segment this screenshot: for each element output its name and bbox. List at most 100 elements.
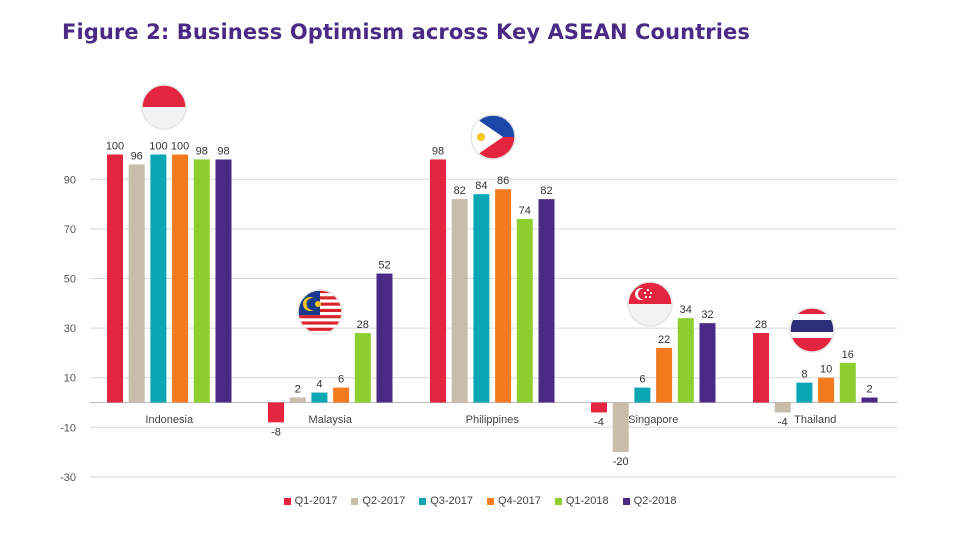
singapore-flag-icon <box>628 282 672 326</box>
flag-border <box>141 84 187 130</box>
data-label: 98 <box>217 145 229 157</box>
category-label-philippines: Philippines <box>466 414 520 426</box>
data-label: 6 <box>338 374 344 386</box>
data-label: 28 <box>755 319 767 331</box>
bar-malaysia-q3-2017 <box>311 392 328 403</box>
bar-thailand-q2-2018 <box>861 397 878 403</box>
legend-item: Q1-2018 <box>554 495 609 507</box>
flag-border <box>470 114 516 160</box>
bar-malaysia-q1-2018 <box>354 333 371 403</box>
legend-item: Q1-2017 <box>283 495 338 507</box>
data-label: 4 <box>316 379 322 391</box>
data-label: 8 <box>801 369 807 381</box>
philippines-flag-icon <box>471 115 515 159</box>
bar-singapore-q2-2017 <box>612 402 629 453</box>
legend-label: Q1-2017 <box>294 495 338 507</box>
flag-border <box>297 289 343 335</box>
legend-swatch <box>283 497 291 505</box>
legend-item: Q2-2017 <box>351 495 405 507</box>
y-tick-label: -10 <box>60 422 76 434</box>
bar-thailand-q1-2018 <box>839 362 856 403</box>
data-label: 52 <box>378 260 390 272</box>
y-tick-label: 70 <box>64 224 76 236</box>
bar-philippines-q2-2018 <box>538 199 555 403</box>
legend-label: Q2-2017 <box>362 495 406 507</box>
data-label: 10 <box>820 364 832 376</box>
data-label: 16 <box>842 349 854 361</box>
chart-title: Figure 2: Business Optimism across Key A… <box>62 20 751 44</box>
data-label: 82 <box>454 185 466 197</box>
data-label: 100 <box>149 141 167 153</box>
legend-swatch <box>351 497 359 505</box>
data-label: -4 <box>778 416 788 428</box>
bar-malaysia-q2-2018 <box>376 273 393 403</box>
legend-swatch <box>622 497 630 505</box>
category-label-singapore: Singapore <box>628 414 678 426</box>
bar-singapore-q1-2018 <box>677 318 694 403</box>
bar-singapore-q1-2017 <box>591 402 607 413</box>
data-label: 82 <box>540 185 552 197</box>
data-label: 34 <box>680 304 692 316</box>
flag-border <box>789 307 835 353</box>
legend-swatch <box>554 497 562 505</box>
y-tick-label: -30 <box>60 472 76 484</box>
bar-indonesia-q1-2018 <box>193 159 210 403</box>
data-label: 96 <box>131 150 143 162</box>
data-label: -4 <box>594 416 604 428</box>
category-label-malaysia: Malaysia <box>309 414 353 426</box>
bar-singapore-q2-2018 <box>699 323 716 403</box>
legend-swatch <box>487 497 494 505</box>
bar-malaysia-q4-2017 <box>333 387 350 403</box>
bar-indonesia-q2-2018 <box>215 159 232 403</box>
chart-legend: Q1-2017 Q2-2017 Q3-2017 Q4-2017 Q1-2018 Q2-20… <box>0 495 960 507</box>
y-tick-label: 30 <box>64 323 76 335</box>
y-tick-label: 90 <box>64 174 76 186</box>
data-label: 28 <box>357 319 369 331</box>
data-label: 2 <box>295 384 301 396</box>
malaysia-flag-icon <box>298 290 342 334</box>
data-label: 2 <box>866 384 872 396</box>
data-label: 86 <box>497 175 509 187</box>
data-label: 32 <box>701 309 713 321</box>
bar-philippines-q3-2017 <box>473 194 490 403</box>
bar-philippines-q2-2017 <box>451 199 468 403</box>
legend-label: Q4-2017 <box>498 495 541 507</box>
y-tick-label: 10 <box>64 373 76 385</box>
flag-border <box>627 281 673 327</box>
y-tick-label: 50 <box>64 274 76 286</box>
bar-indonesia-q1-2017 <box>107 154 123 403</box>
data-label: 98 <box>196 145 208 157</box>
category-label-thailand: Thailand <box>794 414 836 426</box>
data-label: 84 <box>475 180 487 192</box>
data-label: 100 <box>171 141 189 153</box>
data-label: 22 <box>658 334 670 346</box>
bar-indonesia-q2-2017 <box>128 164 145 403</box>
bar-philippines-q1-2017 <box>430 159 446 403</box>
indonesia-flag-icon <box>142 85 186 129</box>
bar-indonesia-q3-2017 <box>150 154 167 403</box>
bar-malaysia-q2-2017 <box>289 397 306 403</box>
bar-thailand-q1-2017 <box>753 333 769 403</box>
legend-swatch <box>419 497 427 505</box>
data-label: -20 <box>613 456 629 468</box>
bar-thailand-q2-2017 <box>774 402 791 413</box>
bar-thailand-q3-2017 <box>796 382 813 403</box>
data-label: 74 <box>519 205 531 217</box>
data-label: -8 <box>271 426 281 438</box>
bar-singapore-q3-2017 <box>634 387 651 403</box>
data-label: 98 <box>432 145 444 157</box>
legend-label: Q3-2017 <box>430 495 473 507</box>
legend-label: Q2-2018 <box>633 495 677 507</box>
bar-philippines-q1-2018 <box>516 218 533 403</box>
bar-indonesia-q4-2017 <box>172 154 189 403</box>
bar-singapore-q4-2017 <box>656 347 673 403</box>
bar-malaysia-q1-2017 <box>268 402 284 423</box>
legend-item: Q2-2018 <box>622 495 677 507</box>
category-label-indonesia: Indonesia <box>145 414 194 426</box>
legend-item: Q4-2017 <box>487 495 541 507</box>
data-label: 100 <box>106 141 124 153</box>
legend-item: Q3-2017 <box>419 495 473 507</box>
legend-label: Q1-2018 <box>565 495 609 507</box>
bar-philippines-q4-2017 <box>495 189 512 403</box>
